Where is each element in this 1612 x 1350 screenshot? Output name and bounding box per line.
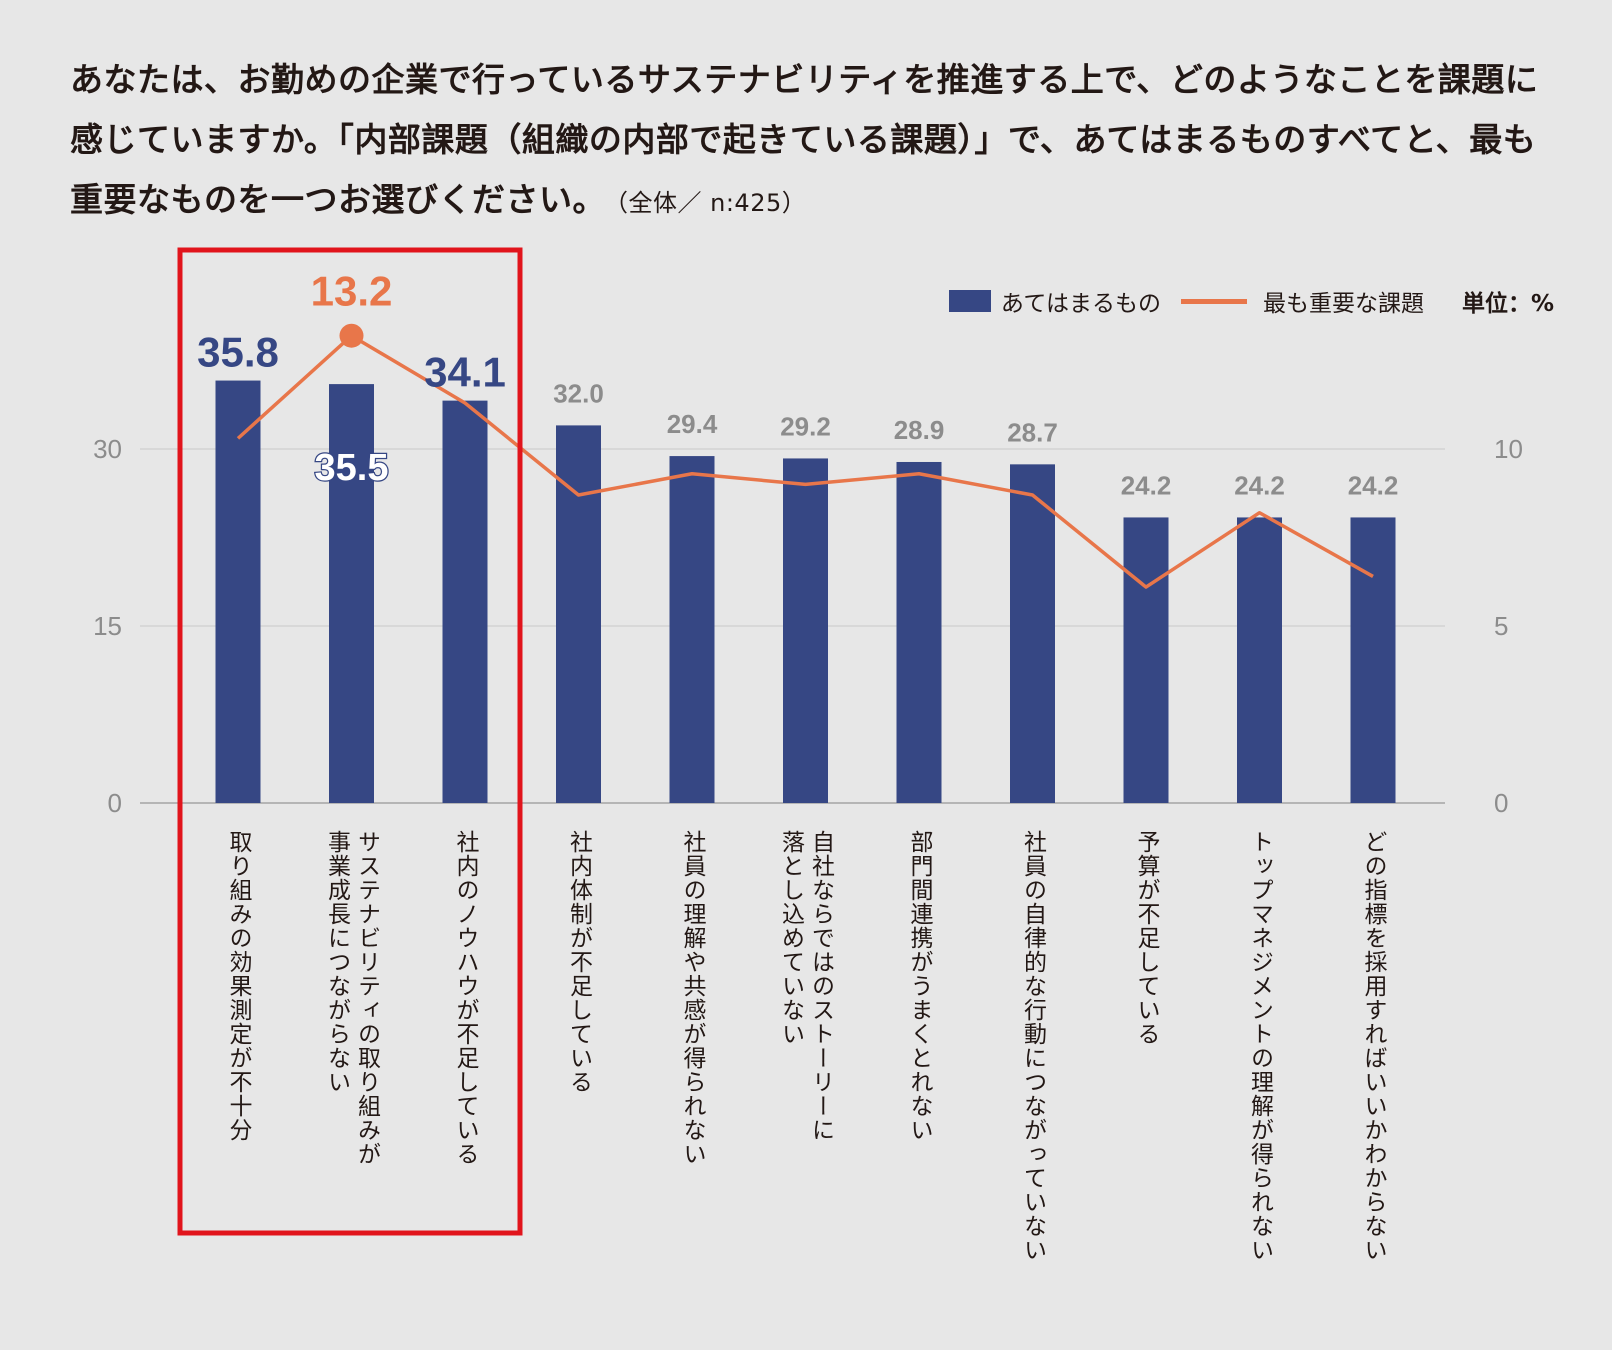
x-tick-label-line: 自社ならではのストーリーに — [807, 830, 834, 1142]
x-tick-label: どの指標を採用すればいいかわからない — [1358, 830, 1388, 1262]
x-tick-label: 社内のノウハウが不足している — [450, 830, 480, 1166]
line-value-label: 13.2 — [311, 268, 393, 315]
legend-bar-swatch — [948, 290, 991, 312]
line-series — [236, 333, 1374, 589]
bar — [669, 456, 715, 803]
x-tick-label-line: トップマネジメントの理解が得られない — [1246, 830, 1273, 1262]
bar — [896, 461, 942, 803]
bar — [329, 384, 374, 803]
x-tick-label: 社員の自律的な行動につながっていない — [1018, 830, 1048, 1262]
question-text: あなたは、お勤めの企業で行っているサステナビリティを推進する上で、どのようなこと… — [70, 60, 1539, 219]
y-right-tick-label: 5 — [1494, 611, 1508, 641]
x-tick-label: 部門間連携がうまくとれない — [904, 830, 934, 1142]
x-tick-label: 社内体制が不足している — [564, 830, 594, 1094]
x-tick-label-line: 部門間連携がうまくとれない — [906, 830, 932, 1142]
bar-value-label: 35.5 — [315, 447, 389, 489]
x-tick-label: 自社ならではのストーリーに 落とし込めていない — [776, 830, 836, 1142]
bar-value-label: 34.1 — [424, 349, 506, 396]
bar — [442, 400, 488, 803]
x-tick-label-line: 社内のノウハウが不足している — [452, 830, 478, 1166]
legend-line-swatch — [1180, 298, 1247, 304]
bar-value-label: 24.2 — [1234, 470, 1285, 500]
x-tick-label: 予算が不足している — [1131, 830, 1161, 1046]
bar — [215, 380, 261, 803]
y-left-tick-label: 30 — [93, 434, 122, 464]
bar-value-label: 24.2 — [1348, 470, 1399, 500]
y-right-tick-label: 10 — [1494, 434, 1523, 464]
x-tick-label-line: 取り組みの効果測定が不十分 — [225, 830, 251, 1142]
y-left-tick-label: 0 — [108, 788, 122, 818]
highlight-box — [177, 247, 523, 1236]
x-tick-label-line: 社内体制が不足している — [565, 830, 592, 1094]
bar — [783, 458, 828, 803]
y-left-tick-label: 15 — [93, 611, 122, 641]
x-tick-label-line: 事業成長につながらない — [323, 830, 350, 1094]
x-tick-label-line: 落とし込めていない — [777, 830, 804, 1046]
x-tick-label: 社員の理解や共感が得られない — [677, 830, 707, 1166]
legend: あてはまるもの 最も重要な課題 単位：% — [948, 284, 1554, 318]
x-tick-label-line: 社員の自律的な行動につながっていない — [1019, 830, 1046, 1262]
bar-value-label: 29.2 — [780, 411, 831, 441]
x-tick-label: トップマネジメントの理解が得られない — [1245, 830, 1275, 1262]
x-tick-label-line: 予算が不足している — [1133, 830, 1159, 1046]
bar — [1123, 517, 1169, 803]
bar — [1237, 517, 1282, 803]
y-right-tick-label: 0 — [1494, 788, 1508, 818]
line-max-marker — [339, 323, 364, 348]
bar-value-label: 35.8 — [197, 329, 279, 376]
bar-value-label: 28.7 — [1007, 417, 1058, 447]
bar — [1350, 517, 1396, 803]
bar-value-label: 24.2 — [1121, 470, 1172, 500]
bar-value-label: 28.9 — [894, 415, 945, 445]
legend-bar-label: あてはまるもの — [1000, 291, 1161, 317]
bar — [1010, 464, 1055, 803]
sample-note: （全体／ n:425） — [616, 189, 807, 217]
legend-line-label: 最も重要な課題 — [1262, 291, 1424, 317]
x-tick-label: サステナビリティの取り組みが 事業成長につながらない — [322, 830, 382, 1166]
x-tick-label-line: サステナビリティの取り組みが — [353, 830, 380, 1166]
x-tick-label-line: どの指標を採用すればいいかわからない — [1360, 830, 1386, 1262]
chart-title: あなたは、お勤めの企業で行っているサステナビリティを推進する上で、どのようなこと… — [70, 50, 1560, 233]
unit-label: 単位：% — [1461, 291, 1554, 317]
bar — [556, 425, 601, 803]
x-tick-label-line: 社員の理解や共感が得られない — [679, 830, 705, 1166]
bar-value-label: 29.4 — [667, 409, 718, 439]
x-tick-label: 取り組みの効果測定が不十分 — [223, 830, 253, 1142]
bar-value-label: 32.0 — [553, 378, 604, 408]
